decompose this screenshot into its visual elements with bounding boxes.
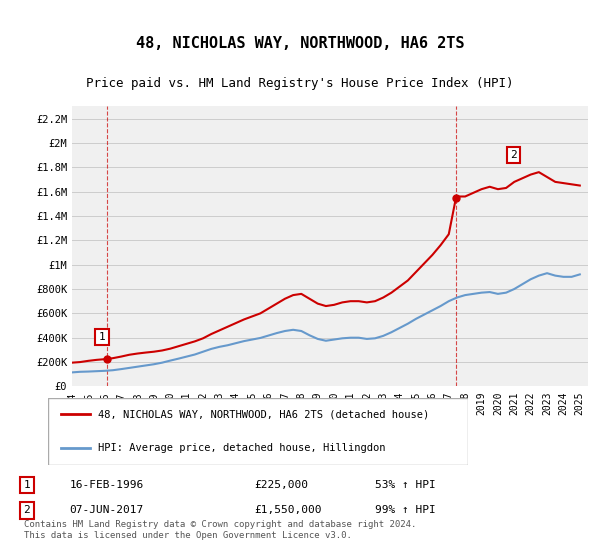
Text: 1: 1: [98, 332, 105, 342]
Text: 16-FEB-1996: 16-FEB-1996: [70, 480, 144, 490]
Text: 99% ↑ HPI: 99% ↑ HPI: [375, 506, 436, 515]
Text: 1: 1: [23, 480, 30, 490]
Text: HPI: Average price, detached house, Hillingdon: HPI: Average price, detached house, Hill…: [98, 443, 386, 453]
Text: 48, NICHOLAS WAY, NORTHWOOD, HA6 2TS (detached house): 48, NICHOLAS WAY, NORTHWOOD, HA6 2TS (de…: [98, 409, 430, 419]
Text: 53% ↑ HPI: 53% ↑ HPI: [375, 480, 436, 490]
Text: 2: 2: [23, 506, 30, 515]
Text: 07-JUN-2017: 07-JUN-2017: [70, 506, 144, 515]
Text: £1,550,000: £1,550,000: [254, 506, 322, 515]
Text: Contains HM Land Registry data © Crown copyright and database right 2024.
This d: Contains HM Land Registry data © Crown c…: [23, 520, 416, 540]
Text: Price paid vs. HM Land Registry's House Price Index (HPI): Price paid vs. HM Land Registry's House …: [86, 77, 514, 90]
Text: 2: 2: [510, 150, 517, 160]
FancyBboxPatch shape: [48, 398, 468, 465]
Text: £225,000: £225,000: [254, 480, 308, 490]
Text: 48, NICHOLAS WAY, NORTHWOOD, HA6 2TS: 48, NICHOLAS WAY, NORTHWOOD, HA6 2TS: [136, 36, 464, 52]
